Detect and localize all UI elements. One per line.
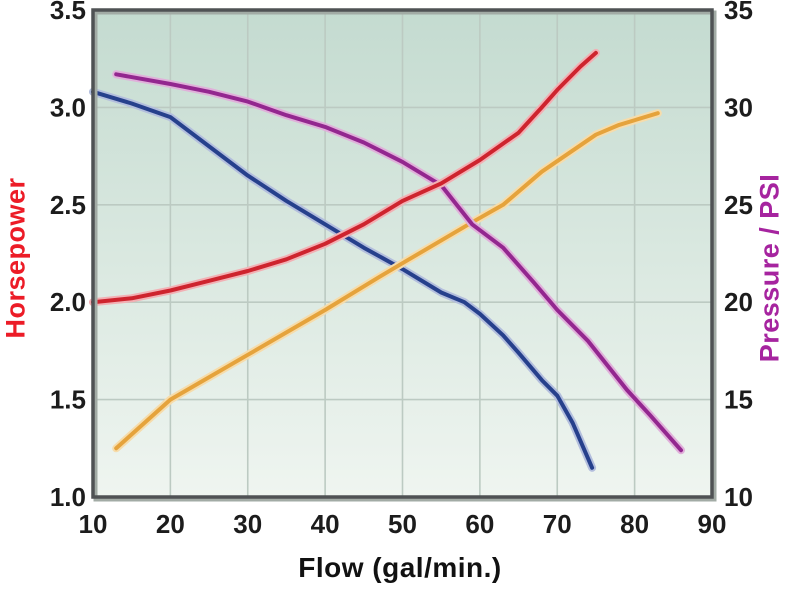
y-left-tick-label: 2.5 — [50, 190, 86, 220]
y-left-tick-label: 2.0 — [50, 287, 86, 317]
x-tick-label: 60 — [465, 509, 494, 539]
y-left-tick-label: 3.0 — [50, 92, 86, 122]
x-tick-label: 10 — [79, 509, 108, 539]
y-right-tick-label: 25 — [724, 190, 753, 220]
right-axis-title: Pressure / PSI — [754, 173, 785, 363]
red-horsepower-curve — [91, 50, 598, 305]
y-right-tick-label: 30 — [724, 92, 753, 122]
y-right-tick-label: 10 — [724, 482, 753, 512]
y-right-tick-label: 35 — [724, 0, 753, 25]
blue-curve — [91, 89, 595, 470]
x-tick-label: 30 — [233, 509, 262, 539]
x-tick-label: 90 — [698, 509, 727, 539]
frame-shadow — [93, 10, 717, 502]
y-right-tick-label: 20 — [724, 287, 753, 317]
x-tick-label: 40 — [311, 509, 340, 539]
orange-curve — [114, 111, 660, 451]
x-tick-label: 80 — [620, 509, 649, 539]
y-left-tick-label: 1.0 — [50, 482, 86, 512]
left-axis-title: Horsepower — [0, 177, 31, 339]
y-right-tick-label: 15 — [724, 385, 753, 415]
plot-frame — [91, 8, 714, 499]
x-axis-title: Flow (gal/min.) — [298, 552, 502, 583]
x-tick-label: 20 — [156, 509, 185, 539]
x-tick-label: 50 — [388, 509, 417, 539]
x-tick-label: 70 — [543, 509, 572, 539]
y-left-tick-label: 1.5 — [50, 385, 86, 415]
y-left-tick-label: 3.5 — [50, 0, 86, 25]
